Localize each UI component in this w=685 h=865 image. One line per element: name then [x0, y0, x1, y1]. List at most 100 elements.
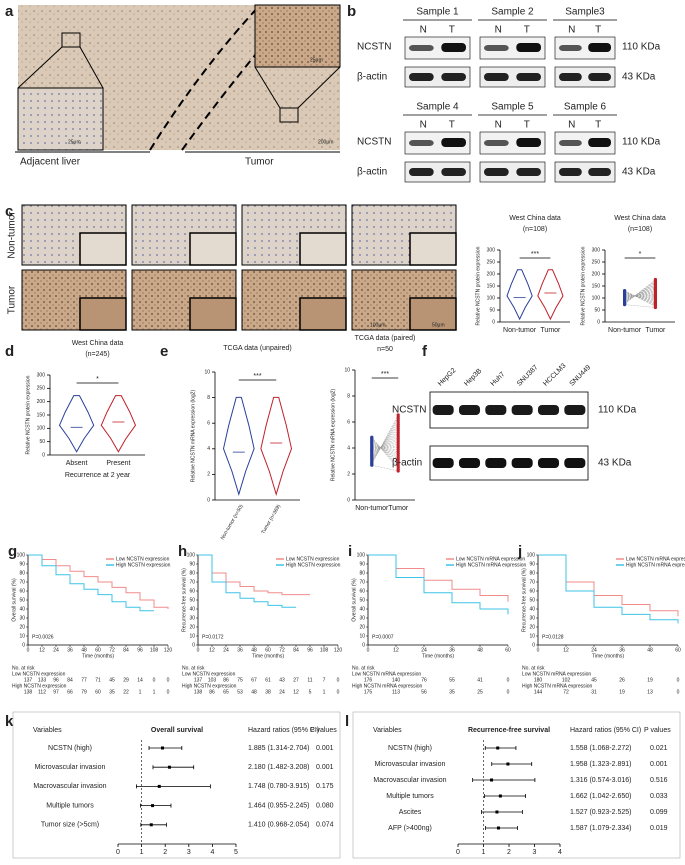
lane-label: T: [524, 25, 530, 36]
x-tick-label: Non-tumor: [355, 505, 389, 512]
y-tick-label: 90: [359, 561, 365, 567]
y-tick-label: 200: [487, 271, 496, 277]
paired-line: [624, 287, 656, 300]
blot-band: [516, 73, 541, 81]
paired-dot: [623, 295, 627, 299]
x-tick-label: 2: [507, 849, 511, 856]
y-axis-label: Overall survival (%): [351, 578, 357, 622]
x-tick-label: 60: [95, 647, 101, 653]
x-tick-label: 3: [187, 849, 191, 856]
x-tick-label: 5: [234, 849, 238, 856]
x-tick-label: 24: [223, 647, 229, 653]
y-tick-label: 50: [594, 307, 600, 313]
panel-letter: l: [345, 713, 349, 730]
y-tick-label: 10: [344, 367, 350, 373]
significance: *: [639, 251, 642, 258]
paired-line: [624, 282, 656, 303]
paired-line: [624, 290, 656, 307]
significance: ***: [531, 251, 539, 258]
hazard-ratio-point: [496, 826, 500, 830]
paired-dot: [396, 463, 400, 467]
scale-bar-label: 25μm: [68, 139, 81, 145]
paired-line: [371, 437, 399, 468]
blot-band: [516, 138, 541, 147]
x-tick-label: Tumor: [540, 327, 561, 334]
scale-bar-label: 50μm: [432, 322, 445, 328]
x-tick-label: 0: [27, 647, 30, 653]
panel-letter: k: [5, 713, 14, 730]
paired-line: [624, 304, 656, 308]
x-tick-label: Tumor (n=369): [260, 503, 282, 535]
paired-line: [371, 443, 399, 450]
risk-count: 5: [309, 689, 312, 695]
p-value: 0.033: [650, 793, 668, 800]
risk-count: 138: [24, 689, 33, 695]
paired-line: [624, 291, 656, 299]
y-tick-label: 150: [592, 283, 601, 289]
risk-count: 55: [449, 677, 455, 683]
region-label: Tumor: [245, 157, 274, 168]
paired-line: [371, 465, 399, 472]
blot-frame: [429, 445, 589, 481]
paired-dot: [396, 442, 400, 446]
cell-line-label: SNU449: [569, 364, 593, 388]
x-tick-label: Tumor: [645, 327, 666, 334]
paired-line: [624, 285, 656, 302]
lane-label: N: [568, 25, 575, 36]
risk-row-label: Low NCSTN expression: [182, 671, 236, 677]
y-tick-label: 20: [529, 624, 535, 630]
risk-count: 41: [477, 677, 483, 683]
x-tick-label: 36: [449, 647, 455, 653]
survival-curve: [28, 554, 154, 612]
x-tick-label: 0: [197, 647, 200, 653]
violin: [100, 395, 137, 453]
paired-line: [624, 289, 656, 299]
y-tick-label: 90: [189, 561, 195, 567]
paired-line: [624, 291, 656, 305]
risk-title: No. at risk: [352, 665, 375, 671]
y-tick-label: 100: [592, 295, 601, 301]
paired-dot: [396, 415, 400, 419]
blot-band: [588, 168, 611, 176]
blot-band: [458, 458, 481, 468]
paired-dot: [653, 278, 658, 283]
paired-line: [371, 440, 399, 462]
y-tick-label: 30: [19, 615, 25, 621]
scale-bar-label: 200μm: [318, 139, 333, 145]
y-tick-label: 8: [207, 395, 210, 401]
y-tick-label: 50: [189, 597, 195, 603]
risk-count: 96: [53, 677, 59, 683]
y-tick-label: 250: [487, 259, 496, 265]
p-value: 0.001: [316, 764, 334, 771]
blot-frame: [404, 66, 471, 88]
paired-dot: [396, 432, 400, 436]
y-tick-label: 200: [592, 271, 601, 277]
risk-count: 53: [237, 689, 243, 695]
x-tick-label: 60: [505, 647, 511, 653]
x-tick-label: 0: [456, 849, 460, 856]
hazard-ratio: 1.316 (0.574-3.016): [570, 777, 632, 784]
paired-line: [371, 445, 399, 452]
y-tick-label: 20: [359, 624, 365, 630]
sample-label: Sample 1: [416, 7, 459, 18]
protein-label: NCSTN: [357, 137, 391, 148]
blot-frame: [479, 66, 546, 88]
y-tick-label: 10: [529, 633, 535, 639]
risk-count: 113: [392, 689, 400, 695]
y-axis-label: Overall survival (%): [11, 578, 17, 622]
lane-label: N: [495, 25, 502, 36]
risk-count: 76: [421, 677, 427, 683]
risk-count: 77: [81, 677, 87, 683]
variable-label: Microvascular invasion: [375, 761, 446, 768]
paired-dot: [396, 467, 400, 471]
y-tick-label: 60: [359, 588, 365, 594]
x-tick-label: 1: [140, 849, 144, 856]
x-tick-label: 4: [210, 849, 214, 856]
x-tick-label: 24: [53, 647, 59, 653]
y-tick-label: 100: [487, 295, 496, 301]
hazard-ratio-point: [495, 810, 499, 814]
forest-frame: [12, 711, 341, 859]
paired-line: [624, 293, 656, 301]
y-tick-label: 10: [359, 633, 365, 639]
